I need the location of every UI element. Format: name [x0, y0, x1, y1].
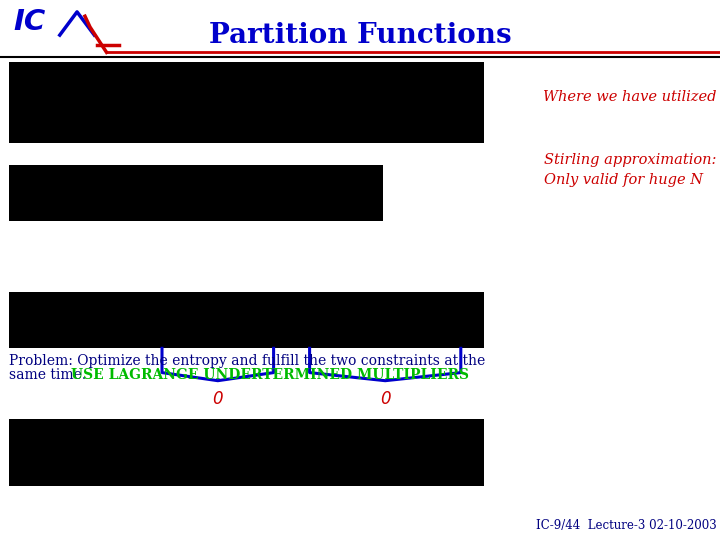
Text: USE LAGRANGE UNDERTERMINED MULTIPLIERS: USE LAGRANGE UNDERTERMINED MULTIPLIERS — [71, 368, 469, 382]
FancyBboxPatch shape — [9, 165, 383, 221]
Text: Problem: Optimize the entropy and fulfill the two constraints at the: Problem: Optimize the entropy and fulfil… — [9, 354, 485, 368]
Text: same time.: same time. — [9, 368, 90, 382]
Text: IC-9/44  Lecture-3 02-10-2003: IC-9/44 Lecture-3 02-10-2003 — [536, 519, 716, 532]
Text: Where we have utilized: Where we have utilized — [543, 90, 716, 104]
FancyBboxPatch shape — [9, 62, 484, 143]
Text: 0: 0 — [212, 390, 223, 408]
FancyBboxPatch shape — [9, 292, 484, 348]
Text: 0: 0 — [380, 390, 390, 408]
FancyBboxPatch shape — [9, 418, 484, 486]
Text: Partition Functions: Partition Functions — [209, 22, 511, 49]
Text: IC: IC — [13, 8, 45, 36]
Text: Stirling approximation:
Only valid for huge N: Stirling approximation: Only valid for h… — [544, 153, 716, 187]
